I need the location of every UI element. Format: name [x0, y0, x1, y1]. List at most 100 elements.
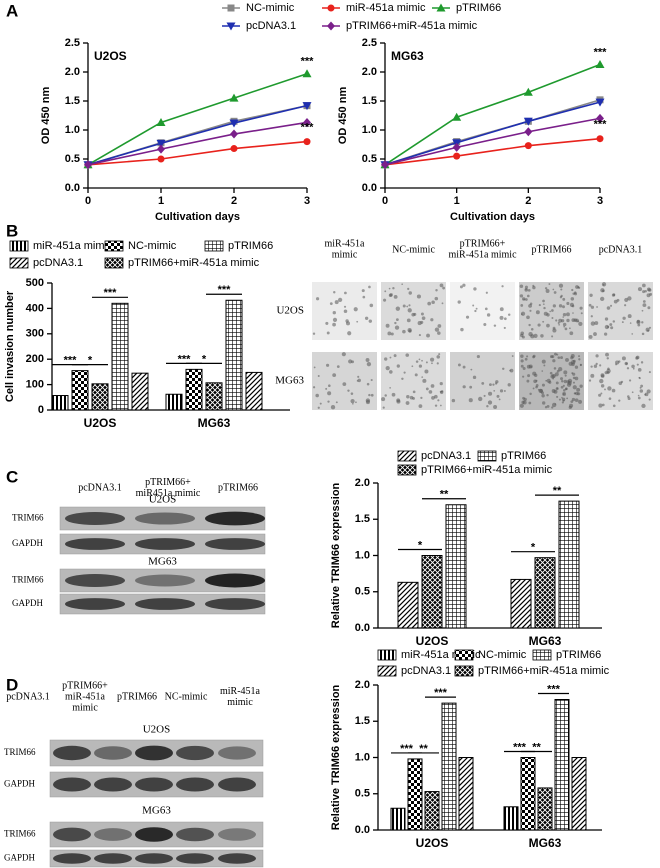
cell [647, 306, 651, 310]
cell [343, 309, 348, 314]
cell [436, 362, 439, 365]
panel-label: B [6, 221, 18, 240]
x-tick-label: MG63 [529, 836, 562, 850]
panel-label: A [6, 1, 18, 20]
cell [387, 331, 392, 336]
cell [392, 287, 395, 290]
point [302, 102, 312, 111]
cell [548, 283, 551, 286]
cell [434, 404, 438, 407]
panel-label: D [6, 675, 18, 694]
row-label: TRIM66 [12, 513, 44, 523]
cell [600, 392, 603, 395]
annotation: ** [419, 743, 428, 755]
cell [604, 324, 610, 330]
cell [405, 353, 410, 357]
cell [524, 285, 528, 289]
cell [481, 381, 485, 385]
cell [388, 293, 393, 297]
cell [315, 297, 320, 301]
cell [427, 301, 432, 306]
y-tick-label: 1.0 [355, 751, 370, 763]
annotation: * [418, 539, 423, 551]
cell [645, 327, 650, 332]
cell [577, 320, 580, 323]
cell [408, 329, 412, 333]
cell [562, 384, 565, 387]
cell [487, 400, 493, 405]
legend-label: pTRIM66 [228, 240, 273, 252]
cell [544, 406, 548, 409]
cell [558, 304, 563, 308]
cell [393, 294, 398, 299]
cell [420, 320, 424, 324]
cell [637, 368, 642, 372]
column-label: pTRIM66+ [62, 680, 108, 691]
blot-band [65, 598, 125, 610]
cell [347, 389, 350, 392]
cell [395, 318, 399, 322]
cell [332, 373, 337, 378]
cell [535, 384, 539, 387]
legend-label: pTRIM66+miR-451a mimic [478, 665, 610, 677]
cell [393, 354, 397, 358]
cell [420, 396, 423, 400]
cell [434, 296, 439, 301]
legend-marker [327, 4, 335, 12]
cell [522, 400, 527, 405]
cell [353, 307, 358, 312]
cell [507, 313, 511, 316]
bar [424, 791, 440, 831]
cell [493, 404, 498, 409]
cell [552, 304, 556, 308]
cell [546, 394, 549, 397]
cell [334, 300, 339, 305]
panel-label: C [6, 467, 18, 486]
legend-label: pTRIM66 [456, 2, 501, 14]
cell [457, 363, 461, 367]
column-label: pTRIM66 [117, 691, 157, 702]
annotation: *** [104, 287, 118, 299]
cell [437, 331, 441, 335]
cell [569, 327, 571, 330]
cell [472, 375, 477, 380]
cell [556, 387, 559, 390]
cell [328, 384, 331, 387]
point [381, 160, 389, 170]
blot-band [176, 745, 214, 761]
legend-swatch [9, 240, 29, 252]
cell [629, 322, 632, 324]
cell [357, 375, 360, 378]
cell [457, 300, 461, 304]
cell [593, 364, 598, 368]
cell [600, 384, 605, 388]
cell [560, 377, 564, 381]
cell [558, 318, 563, 323]
cell [462, 385, 466, 389]
column-label: pcDNA3.1 [78, 482, 122, 493]
x-tick-label: MG63 [198, 416, 231, 430]
cell [406, 318, 411, 323]
cell [425, 361, 428, 364]
cell [438, 353, 441, 356]
cell [382, 406, 385, 409]
bar [510, 578, 532, 629]
y-tick-label: 2.0 [355, 679, 370, 691]
bar [554, 699, 570, 831]
y-tick-label: 0.0 [355, 622, 370, 634]
bar [71, 370, 89, 411]
cell [407, 308, 412, 313]
cell [352, 402, 354, 405]
cell [504, 317, 507, 321]
cell [562, 297, 566, 301]
cell [527, 288, 531, 292]
cell [561, 401, 564, 404]
cell [631, 333, 634, 335]
bar [503, 806, 519, 831]
annotation: *** [301, 122, 315, 134]
cell [396, 364, 400, 368]
row-label: GAPDH [4, 779, 36, 789]
cell [437, 399, 440, 402]
y-tick-label: 0.5 [355, 586, 370, 598]
